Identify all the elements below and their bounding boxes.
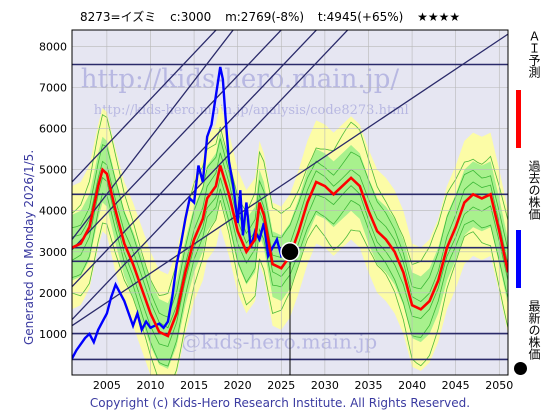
y-tick-label: 2000	[39, 287, 67, 300]
mean-price: m:2769(-8%)	[225, 10, 305, 24]
legend-item-forecast: ＡＩ予測	[514, 30, 544, 150]
trend-channel-line	[72, 30, 217, 183]
trend-channel-line	[72, 30, 349, 321]
legend-forecast-label: ＡＩ予測	[527, 30, 541, 78]
y-tick-label: 3000	[39, 246, 67, 259]
trend-channel-line	[72, 30, 318, 288]
chart-header: 8273=イズミ c:3000 m:2769(-8%) t:4945(+65%)…	[80, 8, 510, 26]
y-tick-label: 6000	[39, 123, 67, 136]
y-tick-label: 5000	[39, 164, 67, 177]
plot-area: http://kids-hero.main.jp/http://kids-her…	[72, 30, 508, 375]
x-tick-label: 2035	[354, 379, 382, 392]
x-tick-label: 2010	[136, 379, 164, 392]
y-tick-label: 4000	[39, 205, 67, 218]
x-tick-label: 2025	[267, 379, 295, 392]
latest-price-dot	[280, 242, 300, 262]
y-tick-label: 7000	[39, 82, 67, 95]
watermark-analysis-url: http://kids-hero.main.jp/analysis/code82…	[94, 103, 409, 118]
current-price: c:3000	[170, 10, 212, 24]
trend-channel-line	[72, 30, 234, 240]
x-tick-label: 2020	[224, 379, 252, 392]
legend-item-history: 過去の株価	[514, 160, 544, 290]
x-tick-label: 2045	[442, 379, 470, 392]
legend-item-latest: 最新の株価	[514, 300, 544, 380]
x-tick-label: 2005	[93, 379, 121, 392]
legend-history-label: 過去の株価	[527, 160, 541, 220]
trend-channel-line	[72, 30, 283, 251]
forecast-line	[72, 165, 508, 338]
x-tick-label: 2050	[485, 379, 513, 392]
y-tick-label: 8000	[39, 40, 67, 53]
copyright-footer: Copyright (c) Kids-Hero Research Institu…	[89, 396, 471, 410]
plot-frame	[71, 29, 509, 376]
legend-latest-label: 最新の株価	[527, 300, 541, 360]
y-tick-label: 1000	[39, 328, 67, 341]
stock-code: 8273=イズミ	[80, 10, 157, 24]
x-tick-label: 2015	[180, 379, 208, 392]
legend-forecast-swatch	[516, 90, 521, 148]
x-tick-label: 2030	[311, 379, 339, 392]
target-price: t:4945(+65%)	[317, 10, 404, 24]
legend-history-swatch	[516, 230, 521, 288]
legend-latest-dot-icon	[514, 362, 527, 375]
trend-channel-line	[72, 33, 508, 327]
watermark-main-url: http://kids-hero.main.jp/	[81, 65, 400, 95]
x-tick-label: 2040	[398, 379, 426, 392]
rating-stars: ★★★★	[417, 10, 461, 24]
legend: ＡＩ予測 過去の株価 最新の株価	[514, 30, 544, 380]
